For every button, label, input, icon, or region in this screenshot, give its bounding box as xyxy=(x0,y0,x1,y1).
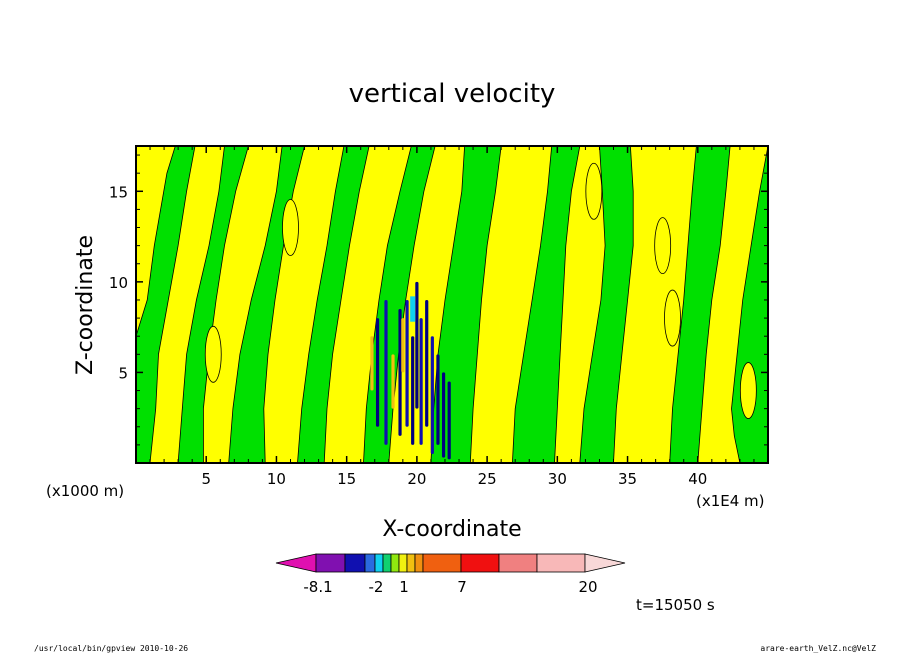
colorbar-segment xyxy=(406,553,416,573)
colorbar-arrow-left xyxy=(275,553,317,573)
core-streak xyxy=(430,336,434,454)
positive-island xyxy=(664,289,681,347)
positive-island xyxy=(585,162,603,220)
core-streak xyxy=(447,381,451,460)
core-streak xyxy=(436,354,440,445)
core-streak xyxy=(405,299,409,427)
colorbar-segment xyxy=(315,553,346,573)
x-tick-label: 10 xyxy=(267,470,286,488)
y-tick-label: 10 xyxy=(109,274,128,292)
negative-region xyxy=(136,146,196,463)
positive-island xyxy=(204,325,222,383)
x-tick-label: 35 xyxy=(618,470,637,488)
colorbar-segment xyxy=(344,553,366,573)
positive-island xyxy=(654,217,672,275)
plot-area xyxy=(136,146,768,463)
core-streak xyxy=(398,309,402,436)
x-tick-label: 5 xyxy=(201,470,211,488)
core-streak xyxy=(370,336,374,391)
negative-region xyxy=(177,146,249,463)
footer-left: /usr/local/bin/gpview 2010-10-26 xyxy=(34,644,188,653)
colorbar-segment xyxy=(390,553,400,573)
y-axis-label: Z-coordinate xyxy=(73,235,98,375)
core-streak xyxy=(425,299,429,427)
core-streak xyxy=(419,318,423,445)
colorbar-segment xyxy=(364,553,376,573)
x-tick-label: 15 xyxy=(337,470,356,488)
colorbar-label: 1 xyxy=(399,578,409,596)
negative-regions xyxy=(136,146,768,463)
x-tick-label: 20 xyxy=(407,470,426,488)
negative-region xyxy=(297,146,370,463)
x-tick-label: 40 xyxy=(688,470,707,488)
colorbar xyxy=(275,553,626,573)
negative-region xyxy=(579,146,634,463)
core-streak xyxy=(411,336,415,445)
colorbar-segment xyxy=(414,553,424,573)
colorbar-label: -8.1 xyxy=(303,578,332,596)
colorbar-label: 20 xyxy=(578,578,597,596)
colorbar-labels: -8.1 -2 1 7 20 xyxy=(303,578,597,596)
negative-region xyxy=(669,146,731,463)
footer-right: arare-earth_VelZ.nc@VelZ xyxy=(760,644,876,653)
colorbar-segment xyxy=(460,553,500,573)
colorbar-label: -2 xyxy=(369,578,384,596)
time-label: t=15050 s xyxy=(636,596,715,614)
plot-frame xyxy=(135,145,769,464)
negative-region xyxy=(363,146,436,463)
core-streak xyxy=(415,281,419,409)
core-streak xyxy=(375,318,380,427)
core-streak xyxy=(441,372,446,458)
colorbar-label: 7 xyxy=(457,578,467,596)
colorbar-segment xyxy=(422,553,462,573)
positive-island xyxy=(739,362,757,419)
core-streak xyxy=(384,299,388,445)
colorbar-segment xyxy=(374,553,384,573)
negative-region xyxy=(511,146,581,463)
x-tick-label: 30 xyxy=(548,470,567,488)
y-tick-label: 5 xyxy=(118,364,128,382)
x-unit-right: (x1E4 m) xyxy=(696,492,765,510)
core-streak xyxy=(391,354,395,409)
colorbar-segment xyxy=(498,553,538,573)
positive-island xyxy=(282,199,299,256)
core-streak xyxy=(410,296,416,322)
convective-core xyxy=(370,281,451,460)
chart-title: vertical velocity xyxy=(349,79,556,109)
y-tick-label: 15 xyxy=(109,183,128,201)
colorbar-segment xyxy=(382,553,392,573)
x-axis-label: X-coordinate xyxy=(382,517,521,542)
core-streak xyxy=(401,318,405,373)
colorbar-segment xyxy=(398,553,408,573)
x-ticks: 5 10 15 20 25 30 35 40 xyxy=(149,146,755,488)
colorbar-arrow-right xyxy=(584,553,626,573)
y-ticks: 5 10 15 xyxy=(109,154,768,446)
x-tick-label: 25 xyxy=(478,470,497,488)
colorbar-segment xyxy=(536,553,586,573)
x-unit-left: (x1000 m) xyxy=(46,482,124,500)
